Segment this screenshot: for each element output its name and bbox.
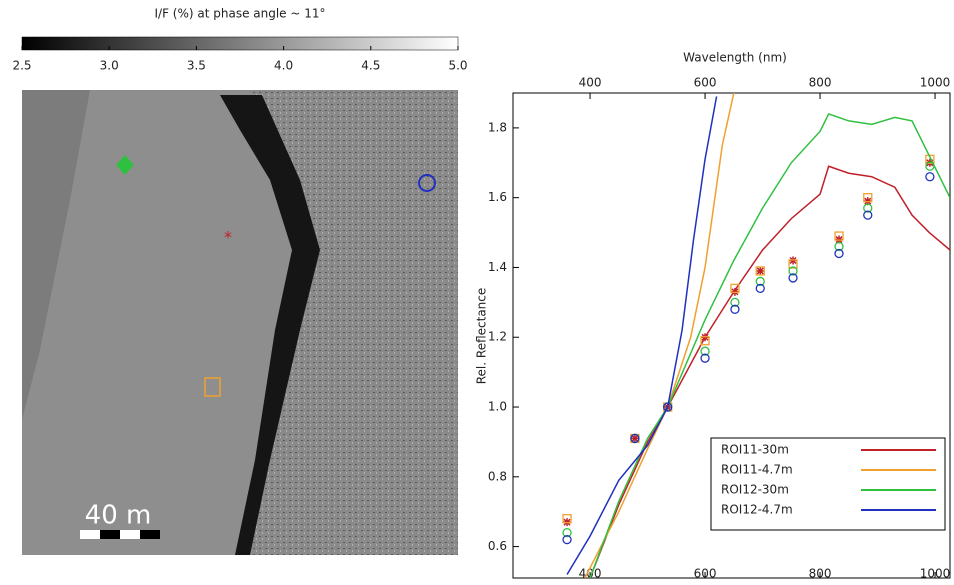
x-tick-label-top: 800 bbox=[809, 76, 832, 90]
point-marker bbox=[863, 210, 873, 220]
colorbar-tick-label: 5.0 bbox=[448, 59, 467, 73]
point-marker bbox=[755, 266, 765, 276]
point-marker bbox=[630, 433, 640, 444]
point-marker bbox=[925, 161, 935, 171]
legend-label: ROI11-30m bbox=[721, 443, 789, 457]
y-tick-label: 1.0 bbox=[488, 400, 507, 414]
point-marker bbox=[755, 283, 765, 294]
legend-box bbox=[710, 437, 946, 531]
point-marker bbox=[562, 514, 572, 524]
point-marker bbox=[834, 241, 844, 252]
point-marker bbox=[834, 248, 844, 259]
legend-label: ROI12-30m bbox=[721, 483, 789, 497]
x-tick-label: 400 bbox=[579, 567, 602, 581]
y-tick-label: 1.6 bbox=[488, 190, 507, 204]
point-marker bbox=[700, 346, 710, 356]
point-marker bbox=[630, 434, 639, 443]
point-marker bbox=[700, 353, 710, 363]
point-marker bbox=[788, 273, 798, 283]
y-axis-label: Rel. Reflectance bbox=[475, 288, 489, 385]
point-marker bbox=[863, 193, 873, 203]
point-marker bbox=[562, 527, 572, 538]
series-line bbox=[584, 93, 735, 578]
scale-label: 40 m bbox=[85, 501, 152, 531]
point-marker bbox=[925, 172, 935, 182]
x-tick-label: 600 bbox=[694, 567, 717, 581]
series-line bbox=[566, 96, 718, 575]
x-tick-label-top: 400 bbox=[579, 76, 602, 90]
y-tick-label: 0.8 bbox=[488, 469, 507, 483]
point-marker bbox=[562, 534, 572, 545]
point-marker bbox=[756, 266, 765, 275]
y-tick-label: 1.8 bbox=[488, 120, 507, 134]
point-marker bbox=[663, 402, 673, 412]
plot-frame bbox=[512, 92, 951, 579]
point-marker bbox=[755, 276, 765, 287]
point-marker bbox=[730, 283, 740, 294]
x-tick-label: 800 bbox=[809, 567, 832, 581]
y-tick-label: 0.6 bbox=[488, 539, 507, 553]
legend-label: ROI11-4.7m bbox=[721, 463, 793, 477]
colorbar-title: I/F (%) at phase angle ~ 11° bbox=[154, 7, 325, 21]
colorbar bbox=[21, 36, 459, 51]
point-marker bbox=[788, 266, 798, 276]
y-tick-label: 1.2 bbox=[488, 330, 507, 344]
point-marker bbox=[730, 297, 740, 308]
plot-area bbox=[562, 93, 950, 578]
point-marker bbox=[788, 259, 798, 269]
series-line bbox=[589, 165, 950, 578]
legend-label: ROI12-4.7m bbox=[721, 503, 793, 517]
point-marker bbox=[700, 336, 710, 346]
x-axis-label: Wavelength (nm) bbox=[683, 51, 787, 65]
series-line bbox=[589, 113, 950, 578]
colorbar-tick-label: 3.0 bbox=[100, 59, 119, 73]
colorbar-tick-label: 3.5 bbox=[187, 59, 206, 73]
colorbar-tick-label: 4.0 bbox=[274, 59, 293, 73]
colorbar-tick-label: 2.5 bbox=[12, 59, 31, 73]
svg-text:*: * bbox=[224, 228, 232, 247]
surface-image: * bbox=[22, 90, 458, 555]
point-marker bbox=[730, 304, 740, 314]
y-tick-label: 1.4 bbox=[488, 260, 507, 274]
x-tick-label-top: 1000 bbox=[920, 76, 951, 90]
point-marker bbox=[834, 231, 844, 241]
x-tick-label: 1000 bbox=[920, 567, 951, 581]
x-tick-label-top: 600 bbox=[694, 76, 717, 90]
colorbar-tick-label: 4.5 bbox=[361, 59, 380, 73]
point-marker bbox=[863, 203, 873, 213]
